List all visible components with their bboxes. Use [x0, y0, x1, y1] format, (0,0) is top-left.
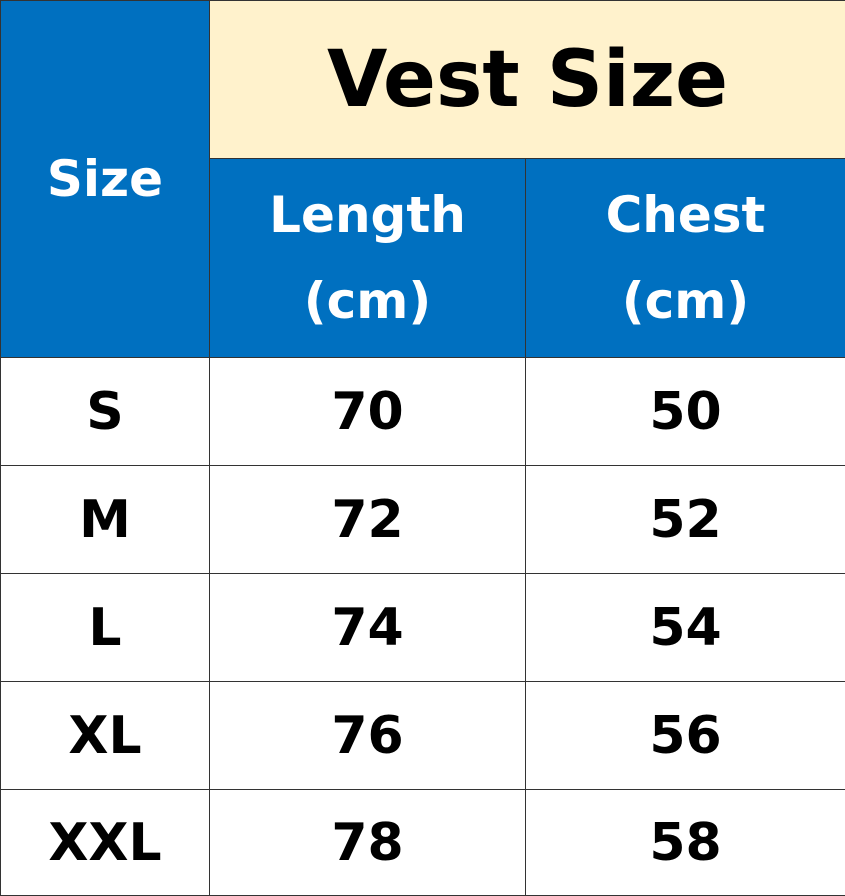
table-title: Vest Size	[210, 1, 845, 159]
size-cell: L	[1, 574, 210, 682]
size-cell: XXL	[1, 790, 210, 896]
size-header: Size	[1, 1, 210, 358]
length-cell: 78	[210, 790, 526, 896]
length-header-label: Length	[210, 172, 525, 258]
table-row: M 72 52	[1, 466, 845, 574]
chest-header-label: Chest	[526, 172, 845, 258]
chest-cell: 58	[526, 790, 845, 896]
chest-cell: 52	[526, 466, 845, 574]
length-cell: 70	[210, 358, 526, 466]
length-cell: 72	[210, 466, 526, 574]
table-row: XL 76 56	[1, 682, 845, 790]
chest-header-unit: (cm)	[526, 258, 845, 344]
length-cell: 74	[210, 574, 526, 682]
chest-cell: 50	[526, 358, 845, 466]
table-row: XXL 78 58	[1, 790, 845, 896]
length-cell: 76	[210, 682, 526, 790]
length-header-unit: (cm)	[210, 258, 525, 344]
length-header: Length (cm)	[210, 159, 526, 358]
size-cell: M	[1, 466, 210, 574]
chest-cell: 54	[526, 574, 845, 682]
size-cell: XL	[1, 682, 210, 790]
table-row: L 74 54	[1, 574, 845, 682]
size-cell: S	[1, 358, 210, 466]
table-row: S 70 50	[1, 358, 845, 466]
chest-cell: 56	[526, 682, 845, 790]
chest-header: Chest (cm)	[526, 159, 845, 358]
